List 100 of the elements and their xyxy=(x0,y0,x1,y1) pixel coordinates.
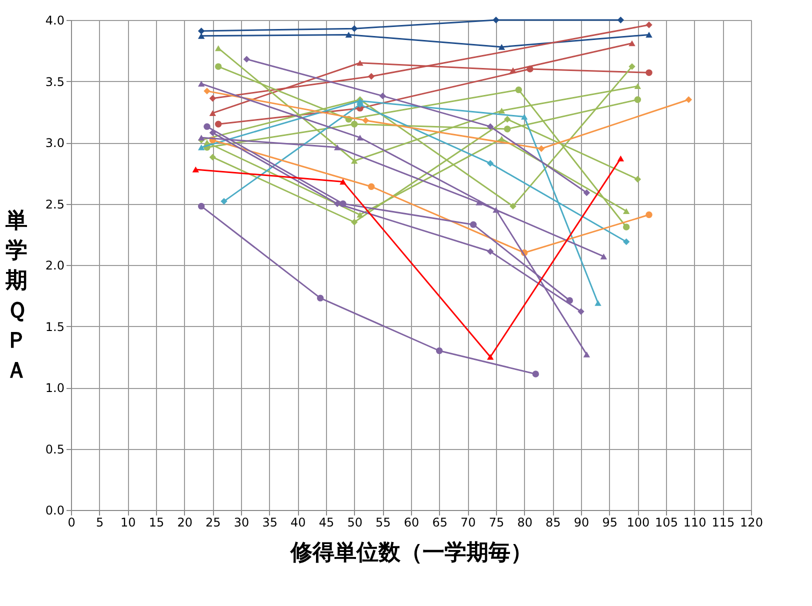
point xyxy=(356,134,364,141)
x-tick-label: 40 xyxy=(290,516,306,530)
point xyxy=(622,238,630,246)
point xyxy=(628,63,636,70)
point xyxy=(334,144,341,150)
point xyxy=(628,40,636,46)
y-tick-label: 0.0 xyxy=(45,504,64,518)
point xyxy=(504,126,511,132)
point xyxy=(209,129,216,136)
x-tick-label: 35 xyxy=(262,516,278,530)
point xyxy=(192,166,200,172)
x-tick-label: 5 xyxy=(96,516,104,530)
y-tick-label: 1.5 xyxy=(45,320,64,334)
y-tick-label: 3.5 xyxy=(45,74,64,89)
point xyxy=(198,134,205,141)
x-tick-label: 75 xyxy=(488,516,504,530)
x-tick-label: 80 xyxy=(517,516,532,530)
x-tick-label: 50 xyxy=(347,516,362,530)
x-tick-label: 25 xyxy=(206,516,221,530)
point xyxy=(198,80,205,87)
point xyxy=(646,32,652,38)
point xyxy=(209,154,216,161)
point xyxy=(504,116,511,123)
x-tick-label: 60 xyxy=(404,516,420,530)
point xyxy=(622,224,630,230)
x-tick-label: 70 xyxy=(460,516,476,530)
point xyxy=(617,156,624,162)
point xyxy=(583,189,590,196)
x-tick-label: 10 xyxy=(120,516,136,530)
point xyxy=(214,45,222,52)
point xyxy=(594,300,602,306)
point xyxy=(515,86,522,94)
point xyxy=(209,95,216,102)
point xyxy=(685,96,692,103)
point xyxy=(316,294,324,302)
point xyxy=(198,202,205,210)
point xyxy=(214,63,222,70)
x-tick-label: 85 xyxy=(546,516,561,530)
point xyxy=(379,92,386,100)
y-axis-title: 単学期ＱＰＡ xyxy=(4,208,28,384)
point xyxy=(486,354,494,360)
point xyxy=(340,178,346,185)
point xyxy=(198,33,205,39)
point xyxy=(486,160,494,167)
x-tick-label: 45 xyxy=(318,516,334,530)
x-tick-label: 105 xyxy=(655,516,678,530)
point xyxy=(476,200,482,206)
x-tick-label: 20 xyxy=(177,516,192,530)
point xyxy=(634,176,642,183)
point xyxy=(345,32,352,38)
point xyxy=(220,198,228,205)
point xyxy=(334,200,341,208)
point xyxy=(600,254,608,260)
point xyxy=(362,117,370,124)
point xyxy=(214,120,222,128)
y-tick-label: 2.0 xyxy=(45,258,64,272)
point xyxy=(634,83,642,90)
y-tick-label: 2.5 xyxy=(45,197,64,212)
point xyxy=(498,108,506,114)
x-tick-label: 110 xyxy=(683,516,706,530)
point xyxy=(646,22,652,28)
point xyxy=(368,72,375,80)
point xyxy=(486,123,494,130)
point xyxy=(368,183,375,190)
point xyxy=(617,16,624,24)
point xyxy=(350,158,358,164)
x-tick-label: 90 xyxy=(574,516,590,530)
x-tick-label: 55 xyxy=(376,516,391,530)
y-tick-label: 3.0 xyxy=(45,136,64,150)
x-tick-label: 65 xyxy=(432,516,448,530)
x-tick-label: 15 xyxy=(148,516,164,530)
y-tick-label: 1.0 xyxy=(45,381,64,395)
x-tick-label: 100 xyxy=(626,516,650,530)
x-tick-label: 30 xyxy=(234,516,250,530)
x-tick-label: 120 xyxy=(740,516,763,530)
point xyxy=(209,110,216,116)
point xyxy=(204,123,210,130)
point xyxy=(646,69,652,76)
point xyxy=(622,208,630,214)
point xyxy=(243,56,250,63)
point xyxy=(350,25,358,32)
point xyxy=(436,347,443,354)
point xyxy=(356,60,364,66)
y-tick-label: 0.5 xyxy=(45,442,64,456)
point xyxy=(578,308,584,315)
point xyxy=(470,221,477,228)
point xyxy=(198,28,205,34)
point xyxy=(646,211,652,218)
point xyxy=(583,352,590,358)
point xyxy=(510,202,516,210)
point xyxy=(350,218,358,226)
point xyxy=(538,145,545,152)
x-tick-label: 0 xyxy=(68,516,76,530)
point xyxy=(486,248,494,255)
point xyxy=(204,88,210,94)
point xyxy=(520,114,528,120)
point xyxy=(498,44,506,50)
point xyxy=(532,370,540,378)
x-tick-label: 115 xyxy=(712,516,735,530)
point xyxy=(634,96,642,103)
